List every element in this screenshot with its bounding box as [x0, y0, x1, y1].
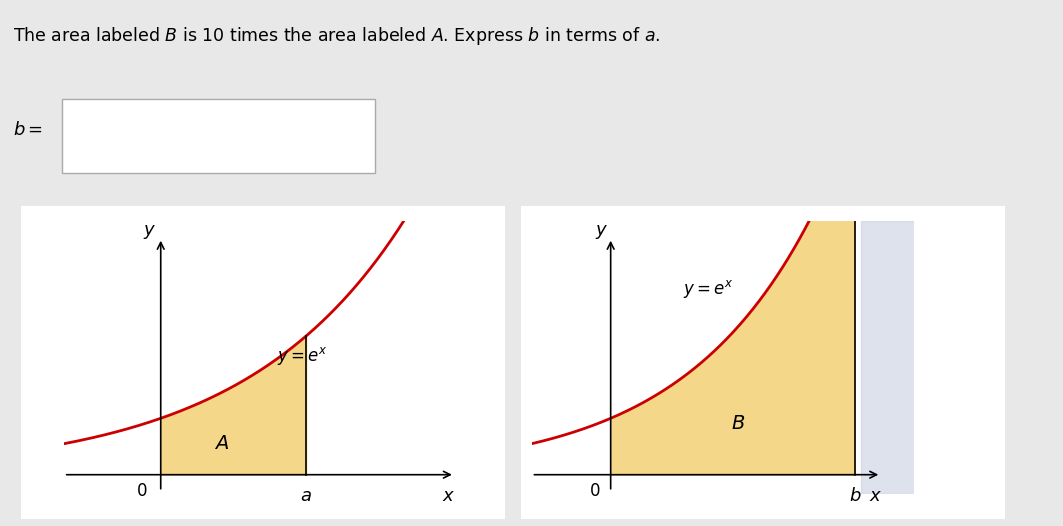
Text: $y = e^x$: $y = e^x$: [684, 278, 733, 300]
Text: $0$: $0$: [589, 483, 601, 500]
Text: $0$: $0$: [136, 483, 147, 500]
Text: $y = e^x$: $y = e^x$: [277, 345, 327, 367]
Text: $y$: $y$: [142, 222, 156, 241]
Bar: [861, 221, 927, 494]
Text: $x$: $x$: [442, 487, 455, 505]
Text: $B$: $B$: [730, 415, 745, 433]
Text: $b$: $b$: [848, 487, 861, 505]
Text: $y$: $y$: [595, 222, 608, 241]
Text: The area labeled $B$ is 10 times the area labeled $A$. Express $b$ in terms of $: The area labeled $B$ is 10 times the are…: [13, 25, 660, 47]
Text: $a$: $a$: [300, 487, 313, 505]
Text: $b =$: $b =$: [13, 122, 43, 139]
Text: $x$: $x$: [870, 487, 882, 505]
Text: $A$: $A$: [215, 434, 230, 453]
FancyBboxPatch shape: [62, 99, 375, 173]
FancyBboxPatch shape: [521, 206, 1005, 520]
FancyBboxPatch shape: [21, 206, 505, 520]
